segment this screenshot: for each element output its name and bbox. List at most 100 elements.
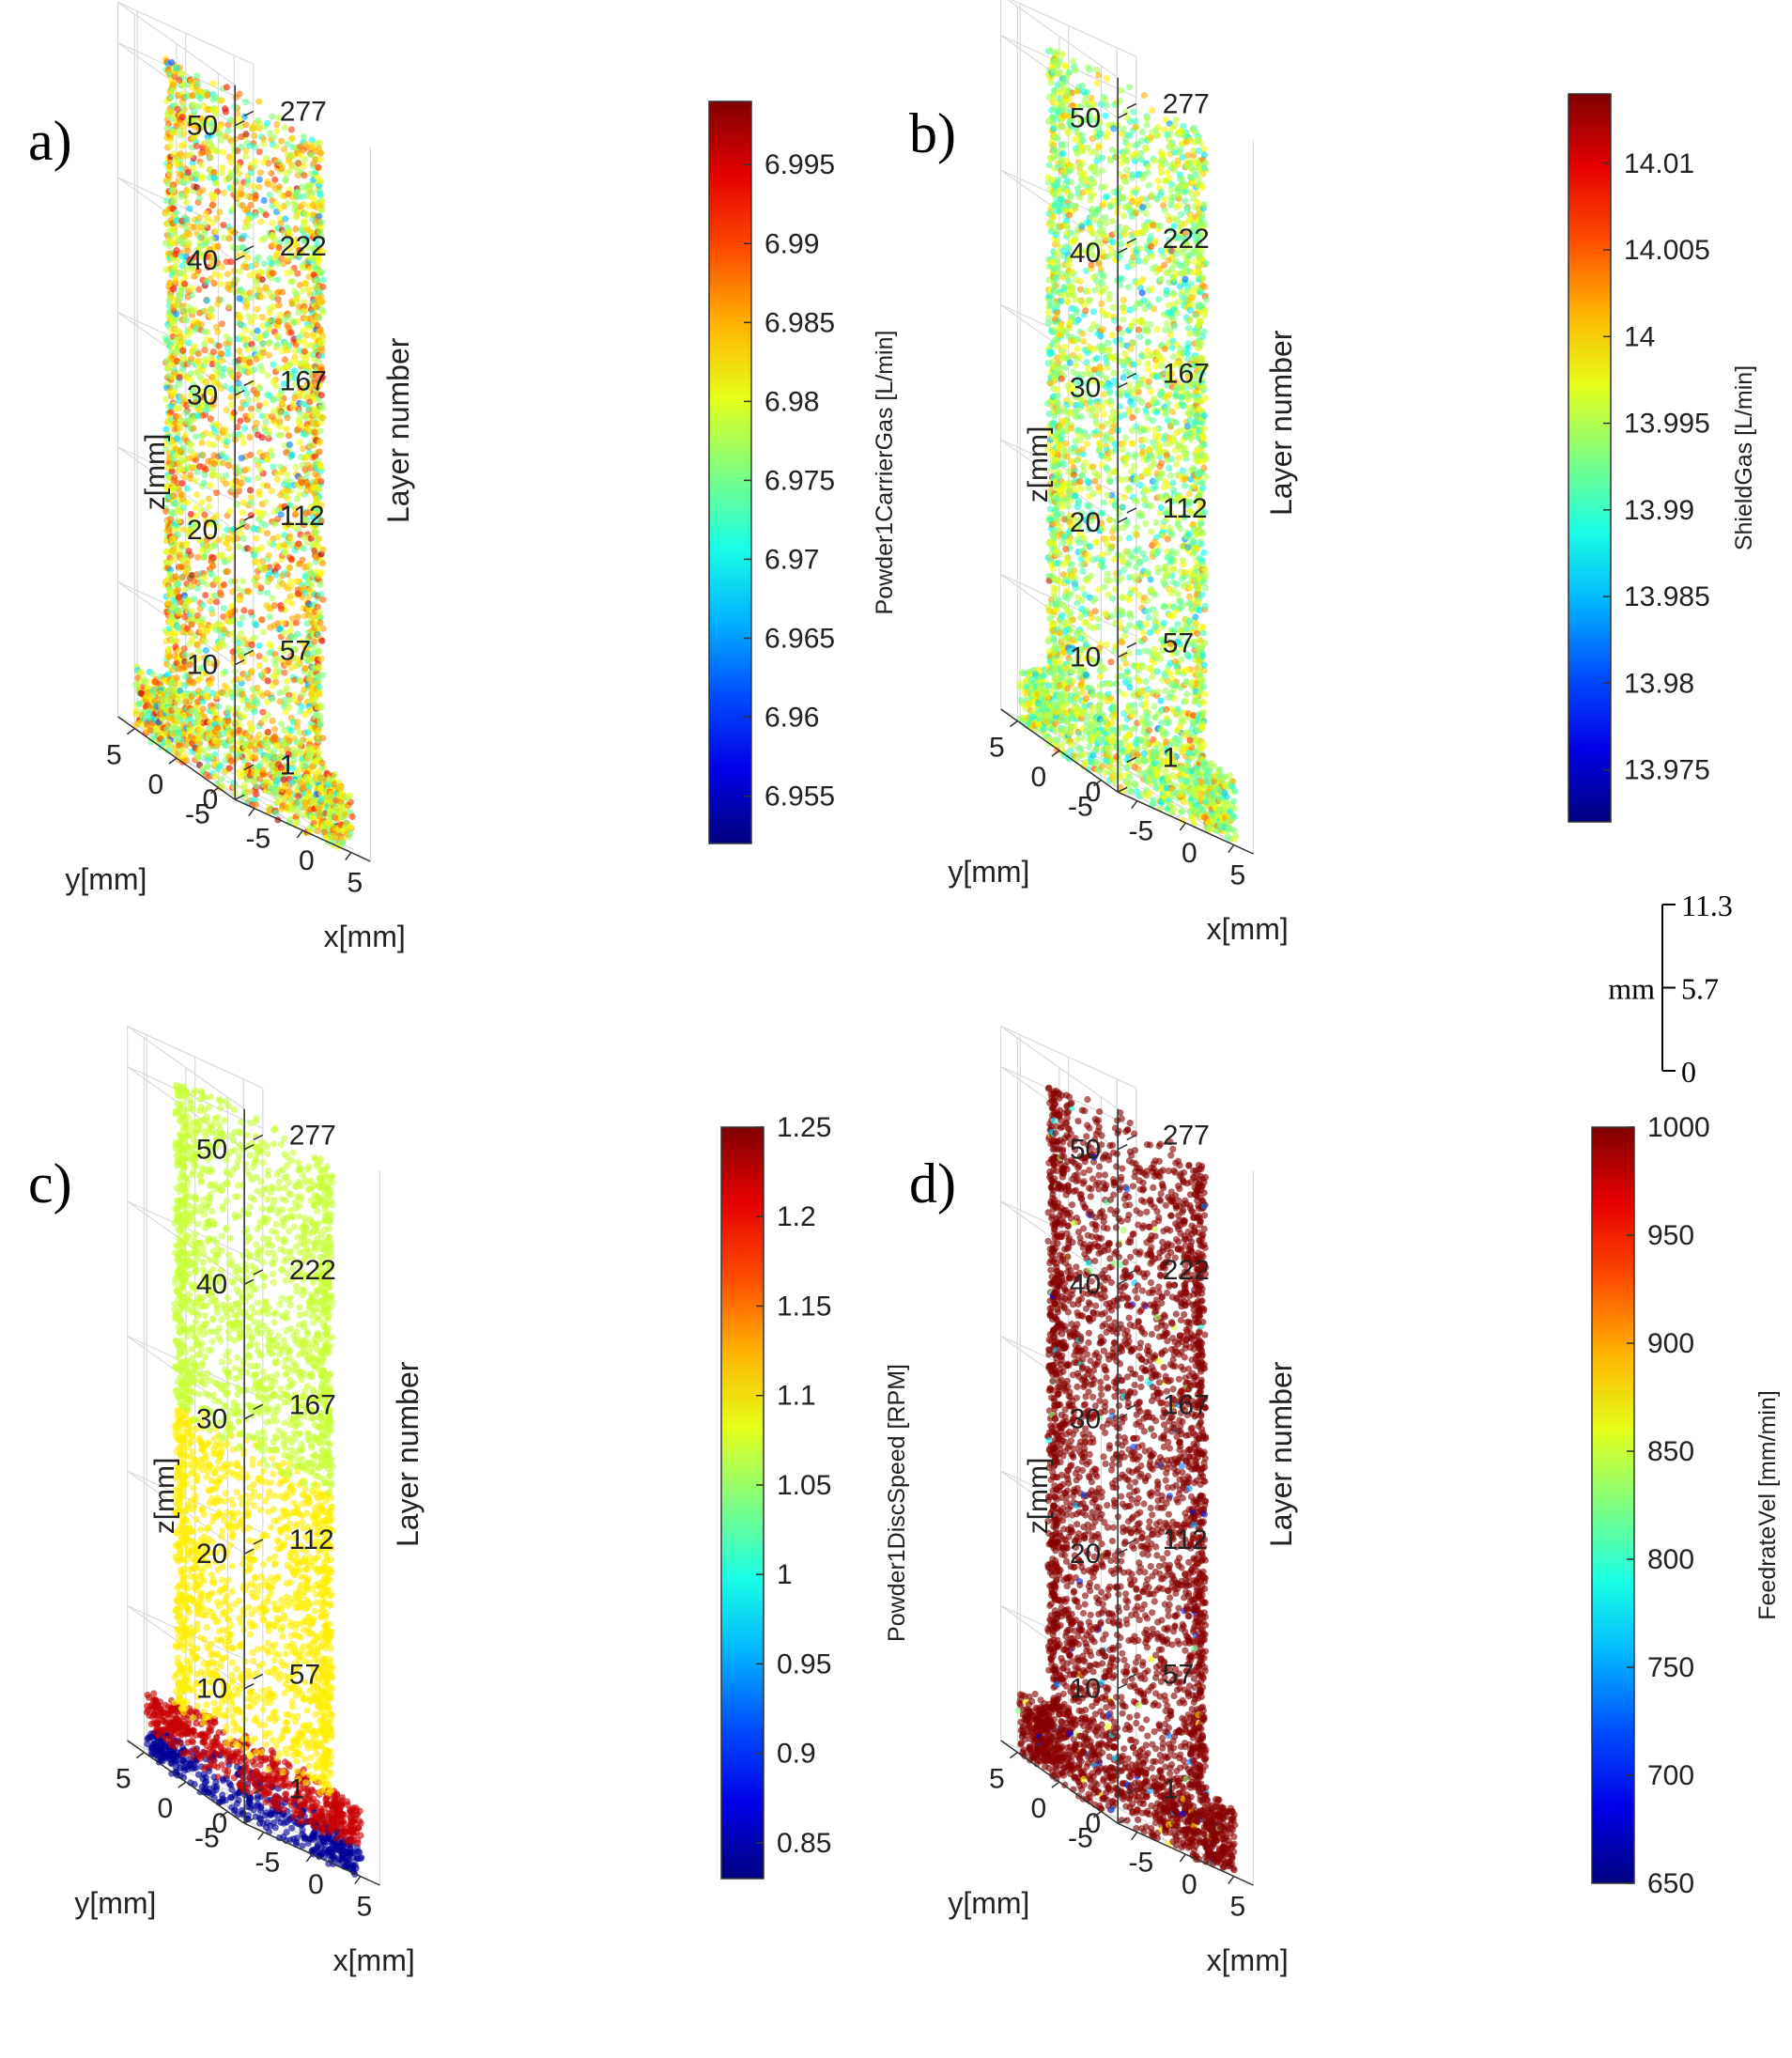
data-point — [306, 675, 315, 683]
data-point — [298, 479, 306, 487]
data-point — [238, 479, 245, 487]
data-point — [207, 679, 214, 687]
data-point — [319, 625, 327, 632]
layer-tick-label: 167 — [280, 365, 327, 396]
data-point — [273, 127, 281, 135]
data-point — [301, 338, 308, 346]
data-point — [239, 440, 247, 447]
data-point — [1043, 718, 1050, 725]
data-point — [173, 638, 180, 645]
layer-tick-label: 222 — [280, 231, 327, 262]
data-point — [252, 192, 259, 199]
data-point — [292, 290, 301, 298]
data-point — [240, 607, 248, 614]
data-point — [169, 187, 177, 194]
data-point — [286, 564, 294, 571]
data-point — [187, 370, 194, 378]
data-point — [302, 210, 310, 218]
data-point — [259, 628, 267, 636]
panel-label: a) — [28, 110, 72, 172]
data-point — [265, 551, 272, 559]
data-point — [239, 640, 247, 647]
data-point — [208, 306, 215, 314]
data-point — [208, 431, 215, 439]
data-point — [296, 415, 303, 423]
data-point — [178, 143, 185, 150]
data-point — [254, 305, 261, 313]
data-point — [201, 471, 209, 479]
data-point — [260, 348, 268, 356]
data-point — [287, 329, 295, 336]
data-point — [274, 296, 282, 303]
data-point — [195, 189, 203, 196]
data-point — [266, 325, 273, 333]
data-point — [252, 800, 259, 809]
colorbar-tick-label: 6.98 — [765, 386, 819, 417]
data-point — [294, 270, 301, 277]
data-point — [244, 788, 253, 796]
data-point — [190, 164, 197, 172]
data-point — [211, 592, 219, 600]
data-point — [193, 476, 200, 484]
colorbar-bar — [708, 101, 752, 844]
data-point — [255, 402, 263, 410]
data-point — [242, 99, 250, 106]
data-point — [242, 153, 250, 161]
data-point — [163, 124, 171, 132]
data-point — [253, 534, 260, 542]
data-point — [147, 726, 154, 735]
data-point — [317, 464, 325, 472]
data-point — [255, 661, 263, 670]
data-point — [258, 236, 266, 243]
data-point — [293, 578, 301, 585]
data-point — [251, 132, 258, 140]
data-point — [209, 562, 217, 570]
data-point — [1040, 673, 1047, 680]
data-point — [288, 134, 296, 142]
data-point — [269, 113, 276, 120]
data-point — [286, 441, 293, 449]
data-point — [262, 521, 270, 529]
data-point — [198, 498, 206, 506]
data-point — [261, 656, 269, 663]
data-point — [317, 795, 325, 803]
data-point — [295, 810, 302, 817]
data-point — [170, 286, 178, 293]
data-point — [254, 574, 261, 581]
data-point — [277, 423, 285, 430]
data-point — [266, 613, 273, 621]
data-point — [205, 495, 213, 503]
data-point — [1053, 238, 1060, 245]
data-point — [181, 431, 189, 439]
data-point — [205, 503, 213, 511]
data-point — [179, 443, 187, 451]
data-point — [183, 560, 191, 568]
data-point — [225, 462, 233, 470]
data-point — [207, 141, 214, 148]
data-point — [216, 209, 224, 216]
data-point — [288, 451, 296, 458]
data-point — [195, 714, 203, 721]
data-point — [266, 309, 273, 317]
data-point — [175, 580, 182, 588]
data-point — [269, 595, 276, 602]
data-point — [317, 477, 325, 486]
data-point — [238, 133, 245, 141]
data-point — [183, 186, 191, 194]
data-point — [270, 725, 279, 733]
data-point — [264, 119, 271, 127]
data-point — [209, 80, 217, 87]
data-point — [232, 684, 239, 691]
data-point — [278, 399, 286, 407]
data-point — [236, 315, 244, 322]
data-point — [273, 476, 281, 484]
data-point — [181, 317, 190, 324]
data-point — [251, 525, 258, 533]
data-point — [243, 466, 251, 473]
data-point — [224, 567, 232, 576]
data-point — [317, 270, 325, 277]
data-point — [218, 638, 225, 646]
data-point — [296, 439, 303, 446]
data-point — [170, 556, 178, 564]
z-tick-label: 10 — [187, 650, 218, 681]
